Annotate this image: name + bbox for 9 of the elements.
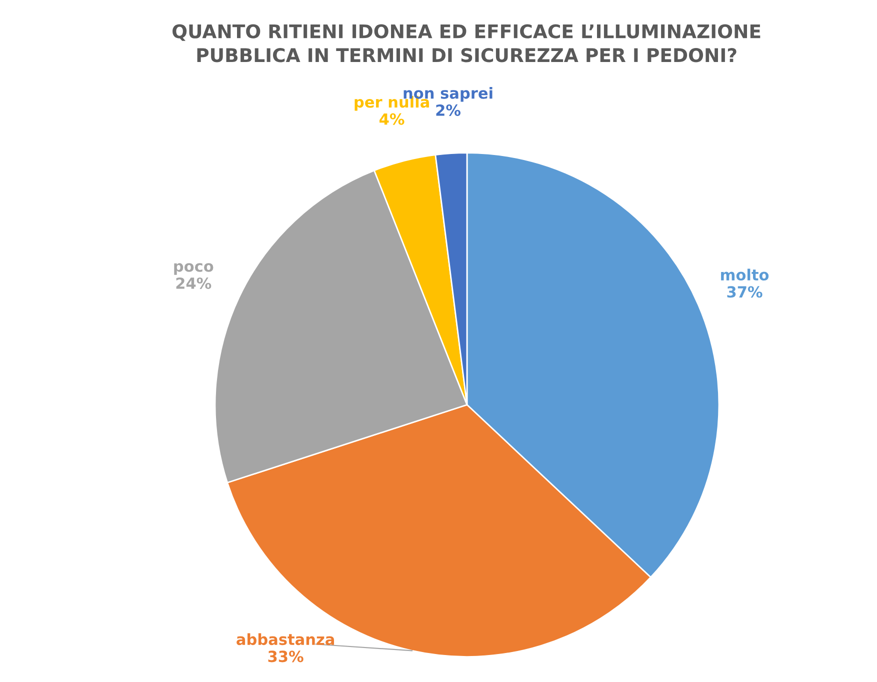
slice-label: poco xyxy=(174,263,214,275)
data-label: 24% xyxy=(176,277,212,289)
data-label: 4% xyxy=(380,113,404,125)
chart-title: QUANTO RITIENI IDONEA ED EFFICACE L’ILLUMINAZIONE PUBBLICA IN TERMINI DI SICUREZZA PER I PEDONI? xyxy=(172,24,760,62)
data-label: 33% xyxy=(268,650,304,662)
slice-label: abbastanza xyxy=(236,633,334,646)
data-label: 37% xyxy=(727,286,762,298)
data-label: 2% xyxy=(436,104,460,116)
slice-label: molto xyxy=(721,268,769,281)
